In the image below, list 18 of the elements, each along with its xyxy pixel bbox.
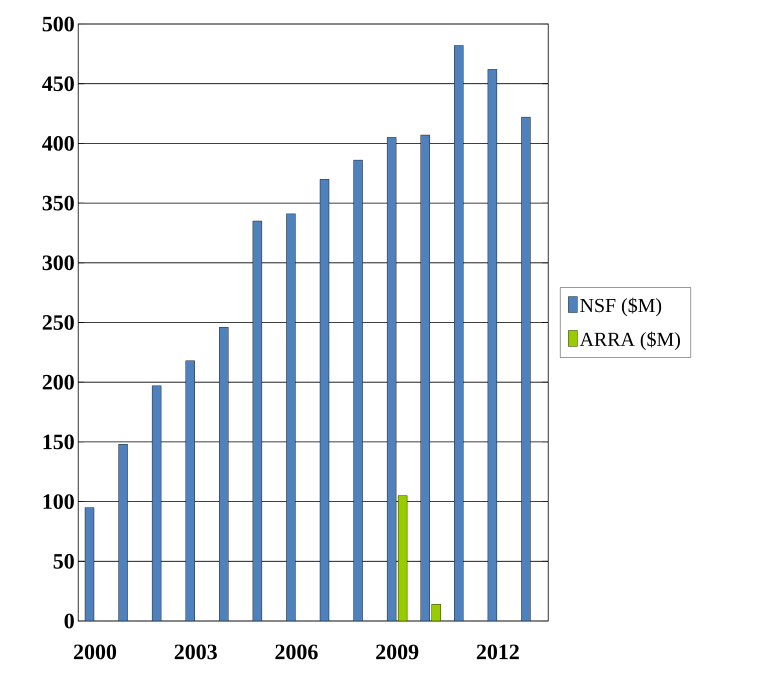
legend-label: ARRA ($M) xyxy=(580,331,680,350)
x-tick-label: 2000 xyxy=(74,644,116,660)
y-tick-label: 50 xyxy=(54,554,74,569)
x-tick-label: 2003 xyxy=(174,644,217,660)
y-tick-label: 250 xyxy=(42,315,74,330)
x-tick-label: 2009 xyxy=(376,644,418,660)
y-tick-label: 0 xyxy=(64,614,74,628)
y-tick-label: 150 xyxy=(44,434,74,450)
y-tick-label: 450 xyxy=(42,76,74,92)
x-tick-label: 2012 xyxy=(476,644,519,660)
y-tick-label: 300 xyxy=(42,255,74,270)
y-tick-label: 500 xyxy=(42,16,74,32)
y-tick-label: 400 xyxy=(42,136,74,151)
y-tick-label: 200 xyxy=(42,374,74,390)
y-tick-label: 100 xyxy=(44,494,74,509)
x-tick-label: 2006 xyxy=(275,644,318,660)
y-tick-label: 350 xyxy=(42,196,74,210)
legend-label: NSF ($M) xyxy=(580,298,662,316)
